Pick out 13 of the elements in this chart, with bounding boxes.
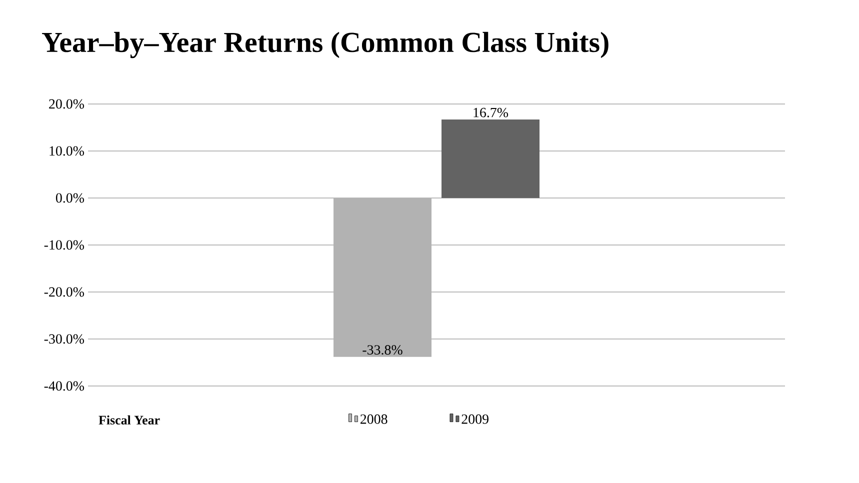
y-tick-label: 20.0%: [49, 99, 84, 109]
y-tick-label: -20.0%: [44, 287, 84, 297]
legend-label: 2008: [360, 414, 388, 424]
data-label: -33.8%: [362, 345, 402, 355]
chart-title: Year–by–Year Returns (Common Class Units): [42, 32, 608, 58]
legend-label: 2009: [462, 414, 488, 424]
y-tick-label: -10.0%: [44, 240, 84, 250]
y-tick-label: 0.0%: [56, 193, 84, 203]
data-label: 16.7%: [474, 108, 508, 118]
legend-title: Fiscal Year: [98, 415, 160, 425]
y-tick-label: -30.0%: [44, 334, 84, 344]
y-tick-label: 10.0%: [50, 146, 84, 156]
y-tick-label: -40.0%: [44, 381, 84, 391]
